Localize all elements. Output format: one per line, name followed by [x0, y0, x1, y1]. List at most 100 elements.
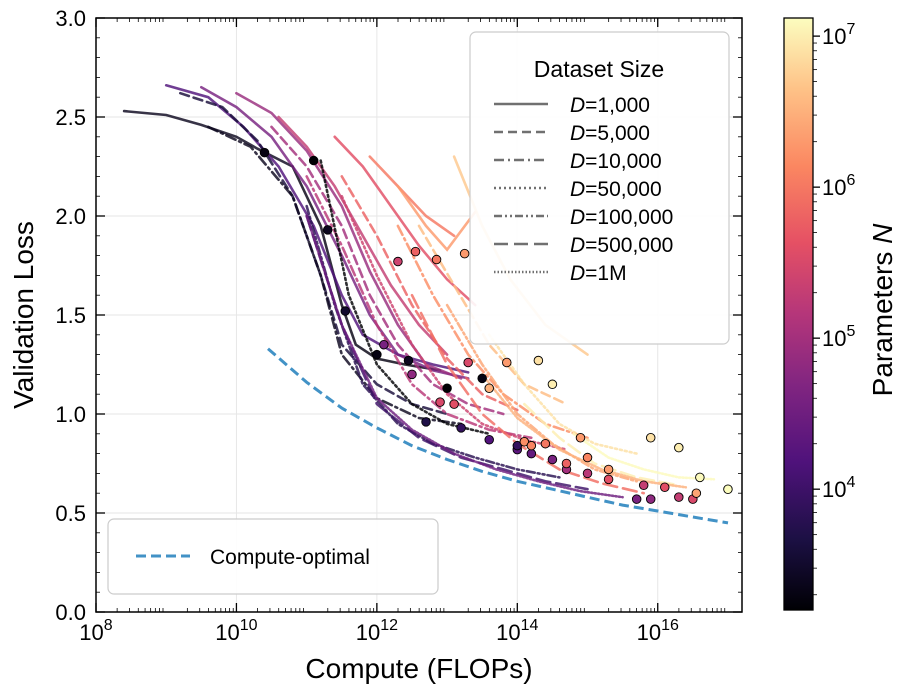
y-tick-label: 1.5 — [55, 303, 86, 328]
legend-label: D=1M — [570, 262, 627, 285]
series-line — [396, 224, 589, 440]
optimal-point — [403, 355, 414, 366]
x-tick-label: 1012 — [356, 617, 398, 645]
optimal-point — [547, 454, 558, 465]
series-line — [333, 135, 477, 307]
y-tick-label: 0.0 — [55, 600, 86, 625]
legend-box — [469, 31, 730, 345]
optimal-point — [638, 480, 649, 491]
legend-label: D=100,000 — [570, 206, 673, 229]
x-tick-label: 1010 — [215, 617, 257, 645]
optimal-point — [431, 254, 442, 265]
series-line — [305, 175, 533, 440]
x-tick-label: 1014 — [496, 617, 538, 645]
colorbar-label: Parameters N — [867, 223, 898, 397]
optimal-point — [631, 494, 642, 504]
optimal-point — [484, 434, 494, 445]
colorbar-tick-label: 104 — [822, 474, 855, 502]
optimal-point — [526, 440, 537, 451]
series-line — [417, 224, 568, 406]
optimal-point — [660, 482, 670, 493]
y-tick-label: 0.5 — [55, 501, 86, 526]
compute-optimal-line — [267, 347, 729, 525]
series-line — [277, 115, 449, 356]
optimal-point — [456, 423, 466, 433]
optimal-point — [421, 417, 431, 427]
optimal-point — [442, 383, 452, 394]
series-line — [445, 303, 639, 483]
compute-optimal-legend-label: Compute-optimal — [210, 546, 370, 569]
series-line — [487, 333, 639, 455]
optimal-point — [526, 448, 537, 459]
optimal-point — [603, 474, 614, 485]
optimal-point — [502, 357, 512, 368]
colorbar-frame — [783, 17, 814, 611]
optimal-point — [435, 397, 445, 407]
optimal-point — [512, 440, 523, 451]
series-line — [270, 125, 505, 416]
y-tick-label: 2.5 — [55, 105, 86, 130]
series-line — [207, 125, 463, 426]
optimal-point — [393, 256, 403, 267]
dataset-size-legend: Dataset Size D=1,000 D=5,000 D=10,000 D=50,… — [469, 31, 730, 345]
y-tick-label: 2.0 — [55, 204, 86, 229]
optimal-point — [477, 373, 487, 384]
optimal-point — [533, 355, 544, 366]
optimal-point — [449, 399, 459, 409]
optimal-point — [582, 452, 593, 463]
optimal-points — [259, 147, 733, 504]
series-line — [572, 432, 716, 481]
series-line — [340, 175, 519, 412]
tick-labels: 0.0 0.5 1.0 1.5 2.0 2.5 3.0 108 1010 1012 1014 1016 — [55, 6, 679, 645]
optimal-point — [645, 494, 656, 504]
optimal-point — [308, 155, 319, 166]
optimal-point — [674, 442, 684, 453]
series-line — [522, 402, 681, 487]
optimal-point — [259, 147, 270, 158]
compute-optimal-legend: Compute-optimal — [107, 518, 439, 595]
legend2-box — [107, 518, 439, 595]
optimal-point — [379, 339, 389, 350]
optimal-point — [463, 357, 473, 368]
optimal-point — [410, 246, 421, 257]
legend-label: D=10,000 — [570, 150, 662, 173]
optimal-point — [723, 484, 733, 494]
legend-entries: D=1,000 D=5,000 D=10,000 D=50,000 D=100,000 D… — [494, 94, 673, 285]
colorbar-label-var: N — [867, 223, 898, 244]
colorbar-tick-label: 107 — [822, 21, 855, 49]
colorbar-tick-label: 106 — [822, 172, 855, 200]
optimal-point — [540, 438, 551, 449]
series-line — [396, 185, 477, 252]
series-line — [319, 159, 491, 436]
legend-label: D=1,000 — [570, 94, 650, 117]
optimal-point — [459, 248, 470, 259]
compute-optimal-curve-layer — [267, 347, 729, 525]
colorbar: 104 105 106 107 Parameters N — [783, 17, 898, 611]
optimal-point — [561, 458, 572, 469]
optimal-point — [519, 436, 530, 447]
optimal-point — [575, 433, 586, 443]
series-line — [368, 155, 456, 238]
colorbar-tick-label: 105 — [822, 323, 855, 351]
colorbar-label-text: Parameters — [867, 252, 898, 397]
y-tick-label: 1.0 — [55, 402, 86, 427]
colorbar-ticks: 104 105 106 107 — [813, 21, 855, 596]
x-axis-title: Compute (FLOPs) — [305, 653, 532, 684]
x-tick-label: 108 — [79, 617, 112, 645]
loss-curves — [122, 84, 716, 499]
optimal-point — [322, 225, 333, 235]
colorbar-gradient — [784, 18, 813, 610]
optimal-point — [547, 379, 558, 390]
series-line — [305, 214, 624, 499]
optimal-point — [645, 433, 656, 443]
y-axis-title: Validation Loss — [8, 221, 39, 409]
optimal-point — [695, 472, 705, 483]
x-tick-label: 1016 — [637, 617, 679, 645]
legend-label: D=500,000 — [570, 234, 673, 257]
legend-label: D=5,000 — [570, 122, 650, 145]
optimal-point — [603, 464, 614, 475]
optimal-point — [340, 306, 351, 316]
optimal-point — [484, 383, 494, 394]
y-tick-label: 3.0 — [55, 6, 86, 31]
